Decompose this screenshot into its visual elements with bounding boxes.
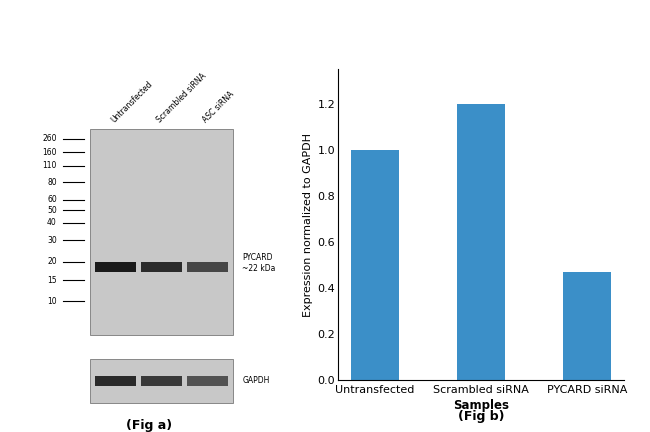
Bar [96,262,136,272]
Text: 110: 110 [42,161,57,170]
Bar [141,262,181,272]
Text: 60: 60 [47,195,57,204]
Text: 160: 160 [42,148,57,157]
Bar [564,272,611,380]
Bar [141,376,181,386]
Bar [96,376,136,386]
Bar [187,262,228,272]
Bar [351,150,398,380]
X-axis label: Samples: Samples [453,399,509,412]
Text: GAPDH: GAPDH [242,376,270,385]
Text: 260: 260 [42,134,57,143]
Text: PYCARD
~22 kDa: PYCARD ~22 kDa [242,253,276,273]
Text: Untransfected: Untransfected [109,79,154,124]
Text: 50: 50 [47,206,57,215]
Text: (Fig b): (Fig b) [458,410,504,423]
Text: 15: 15 [47,276,57,285]
Bar [457,104,505,380]
Bar [90,129,233,335]
Text: 80: 80 [47,178,57,187]
Text: (Fig a): (Fig a) [127,419,172,432]
Text: 20: 20 [47,257,57,267]
Text: ASC siRNA: ASC siRNA [201,90,236,124]
Text: 40: 40 [47,218,57,227]
Text: Scrambled siRNA: Scrambled siRNA [155,72,208,124]
Bar [187,376,228,386]
Bar [90,359,233,403]
Text: 10: 10 [47,297,57,305]
Y-axis label: Expression normalized to GAPDH: Expression normalized to GAPDH [304,133,313,317]
Text: 30: 30 [47,236,57,245]
